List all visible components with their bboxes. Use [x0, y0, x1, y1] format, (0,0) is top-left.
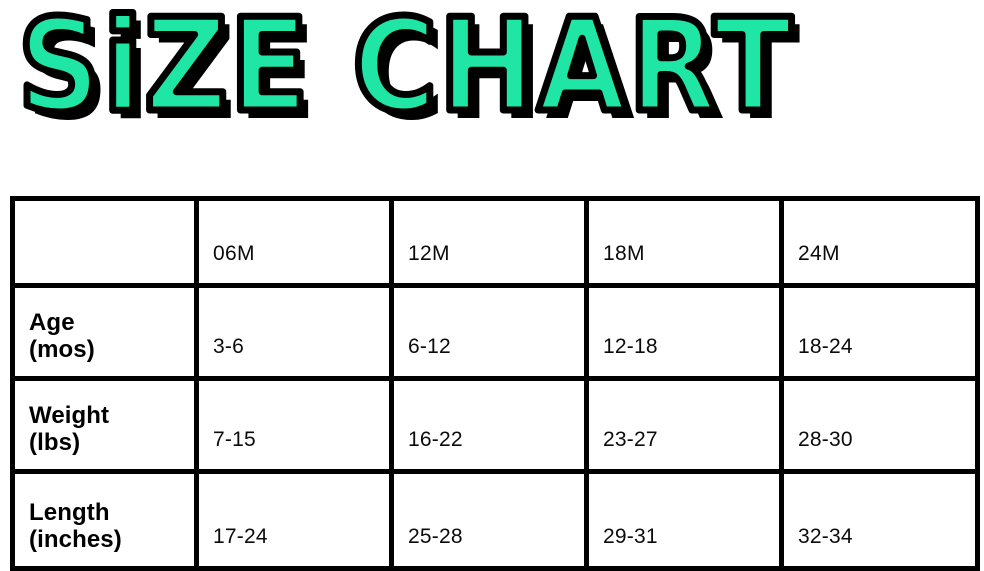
- column-header-label: 06M: [213, 242, 255, 266]
- row-label-cell-length: Length (inches): [10, 469, 199, 571]
- column-header-label: 18M: [603, 242, 645, 266]
- row-label-age: Age (mos): [15, 309, 194, 376]
- row-label-length: Length (inches): [15, 499, 194, 566]
- cell-length-06m: 17-24: [194, 469, 394, 571]
- column-header-label: 24M: [798, 242, 840, 266]
- row-label-cell-weight: Weight (lbs): [10, 376, 199, 474]
- column-header-06m: 06M: [194, 196, 394, 288]
- cell-age-06m: 3-6: [194, 283, 394, 381]
- cell-weight-24m: 28-30: [779, 376, 980, 474]
- table-row-weight: Weight (lbs) 7-15 16-22 23-27 28-30: [10, 376, 980, 474]
- cell-length-24m: 32-34: [779, 469, 980, 571]
- cell-value: 23-27: [603, 428, 658, 452]
- cell-value: 17-24: [213, 525, 268, 549]
- size-chart-table: 06M 12M 18M 24M Age (mos) 3-6: [10, 196, 980, 571]
- cell-value: 28-30: [798, 428, 853, 452]
- cell-value: 16-22: [408, 428, 463, 452]
- table-corner-cell: [10, 196, 199, 288]
- title-shadow-text: SiZE CHART: [26, 0, 802, 149]
- table-row-age: Age (mos) 3-6 6-12 12-18 18-24: [10, 283, 980, 381]
- cell-value: 3-6: [213, 335, 244, 359]
- row-label-name: Length: [29, 498, 110, 526]
- table-corner-label: [15, 267, 194, 283]
- cell-value: 18-24: [798, 335, 853, 359]
- row-label-unit: (inches): [29, 526, 122, 554]
- cell-length-18m: 29-31: [584, 469, 784, 571]
- column-header-24m: 24M: [779, 196, 980, 288]
- title-fill-text: SiZE CHART: [18, 0, 794, 141]
- column-header-18m: 18M: [584, 196, 784, 288]
- cell-weight-18m: 23-27: [584, 376, 784, 474]
- cell-value: 6-12: [408, 335, 451, 359]
- cell-weight-06m: 7-15: [194, 376, 394, 474]
- cell-length-12m: 25-28: [389, 469, 589, 571]
- row-label-unit: (lbs): [29, 429, 81, 457]
- cell-age-12m: 6-12: [389, 283, 589, 381]
- cell-age-18m: 12-18: [584, 283, 784, 381]
- cell-value: 7-15: [213, 428, 256, 452]
- column-header-label: 12M: [408, 242, 450, 266]
- row-label-name: Age: [29, 308, 75, 336]
- page-title: SiZE CHART SiZE CHART: [0, 0, 984, 150]
- cell-value: 12-18: [603, 335, 658, 359]
- table-header-row: 06M 12M 18M 24M: [10, 196, 980, 288]
- row-label-unit: (mos): [29, 336, 95, 364]
- cell-value: 29-31: [603, 525, 658, 549]
- column-header-12m: 12M: [389, 196, 589, 288]
- title-artwork: SiZE CHART SiZE CHART: [15, 0, 802, 149]
- cell-weight-12m: 16-22: [389, 376, 589, 474]
- cell-value: 32-34: [798, 525, 853, 549]
- row-label-name: Weight: [29, 401, 110, 429]
- cell-value: 25-28: [408, 525, 463, 549]
- row-label-cell-age: Age (mos): [10, 283, 199, 381]
- cell-age-24m: 18-24: [779, 283, 980, 381]
- row-label-weight: Weight (lbs): [15, 402, 194, 469]
- table-row-length: Length (inches) 17-24 25-28 29-31 32-34: [10, 469, 980, 571]
